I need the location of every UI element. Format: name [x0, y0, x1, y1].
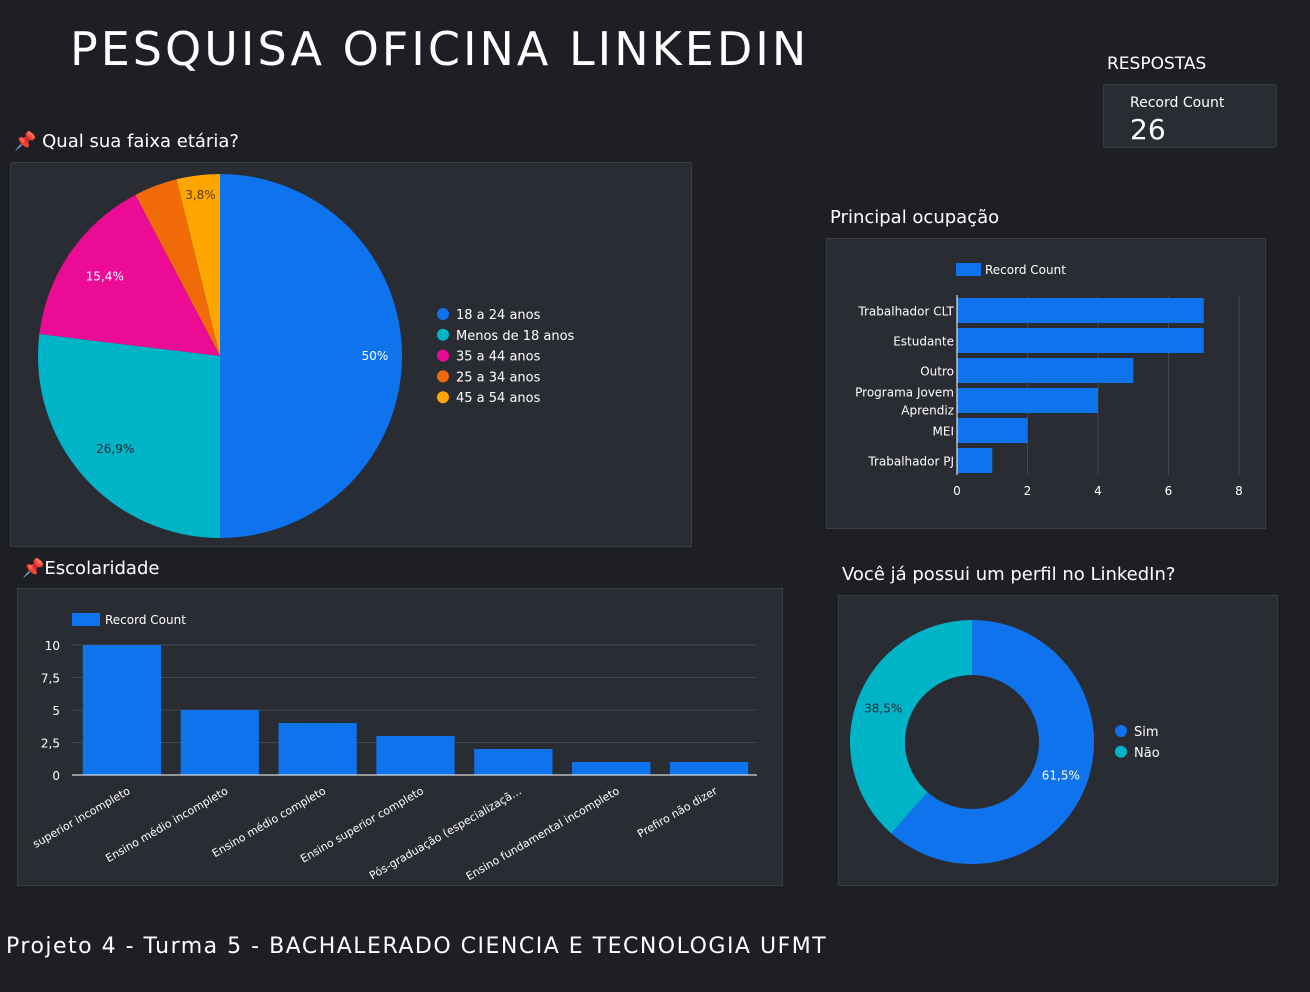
slice-label-35-a-44-anos: 15,4% — [86, 269, 124, 283]
bar-ensino-medio-incompleto — [180, 710, 259, 775]
bar-programa-jovem-aprendiz — [957, 388, 1098, 413]
x-tick-label: 8 — [1235, 484, 1243, 498]
bar-pos-graduacao-especializaca — [474, 749, 553, 775]
kpi-metric-label: Record Count — [1130, 95, 1225, 111]
y-tick-label: Aprendiz — [901, 404, 954, 418]
y-tick-label: Estudante — [893, 335, 954, 349]
y-tick-label: 7,5 — [41, 672, 60, 686]
legend-label-sim: Sim — [1134, 725, 1159, 740]
x-tick-label: 6 — [1165, 484, 1173, 498]
y-tick-label: 10 — [45, 639, 60, 653]
legend-dot-45-a-54-anos — [437, 391, 449, 404]
y-tick-label: Outro — [920, 365, 954, 379]
legend-label-35-a-44-anos: 35 a 44 anos — [456, 350, 541, 365]
y-tick-label: 2,5 — [41, 737, 60, 751]
bar-ensino-fundamental-incompleto — [572, 762, 651, 775]
legend-label-menos-de-18-anos: Menos de 18 anos — [456, 329, 575, 344]
legend-label: Record Count — [985, 263, 1066, 277]
age-pie-chart: 50% 18 a 24 anos 26,9% Menos de 18 anos 15,4… — [37, 174, 575, 538]
x-tick-label: Pós-graduação (especializaçã… — [367, 784, 524, 882]
pie-slice-25-a-34-anos — [135, 179, 220, 356]
occupation-bar-chart: Record Count 0 2 4 6 8 Trabalhador CLT Estudant… — [855, 263, 1243, 498]
slice-label-menos-de-18-anos: 26,9% — [96, 442, 134, 456]
bar-trabalhador-pj — [957, 448, 993, 473]
pie-slice-menos-de-18-anos — [37, 334, 220, 538]
bar-estudante — [957, 328, 1204, 353]
occupation-chart-title: Principal ocupação — [830, 207, 1000, 228]
education-bar-chart: Record Count 0 2,5 5 7,5 10 superior incomplet… — [31, 613, 757, 883]
legend-label-25-a-34-anos: 25 a 34 anos — [456, 370, 541, 385]
legend-dot-18-a-24-anos — [437, 308, 449, 320]
x-tick-label: 2 — [1024, 484, 1032, 498]
kpi-section-label: RESPOSTAS — [1107, 54, 1207, 74]
legend-dot-menos-de-18-anos — [437, 328, 449, 341]
y-tick-label: 0 — [52, 769, 60, 783]
bar-ensino-superior-completo — [376, 736, 455, 775]
linkedin-chart-panel: 61,5% Sim 38,5% Não — [838, 595, 1278, 886]
bar-prefiro-nao-dizer — [669, 762, 749, 775]
legend-label: Record Count — [105, 613, 186, 627]
legend-dot-35-a-44-anos — [437, 349, 449, 362]
y-tick-label: MEI — [933, 425, 954, 439]
bar-superior-incompleto — [82, 645, 162, 775]
footer-text: Projeto 4 - Turma 5 - BACHALERADO CIENCI… — [6, 934, 828, 959]
bar-ensino-medio-completo — [278, 723, 357, 775]
education-chart-title: 📌Escolaridade — [22, 558, 160, 579]
kpi-scorecard: Record Count 26 — [1103, 84, 1277, 148]
education-chart-panel: Record Count 0 2,5 5 7,5 10 superior incomplet… — [17, 588, 783, 886]
x-tick-label: 0 — [953, 484, 961, 498]
occupation-chart-panel: Record Count 0 2 4 6 8 Trabalhador CLT Estudant… — [826, 238, 1266, 529]
age-chart-title: 📌 Qual sua faixa etária? — [14, 131, 239, 152]
bar-outro — [957, 358, 1134, 383]
legend-label-18-a-24-anos: 18 a 24 anos — [456, 308, 541, 323]
slice-label-nao: 38,5% — [864, 701, 902, 715]
legend-label-nao: Não — [1134, 746, 1160, 761]
x-tick-label: Prefiro não dizer — [635, 784, 720, 840]
pie-slice-45-a-54-anos — [176, 174, 220, 356]
legend-swatch — [72, 613, 100, 626]
page-title: PESQUISA OFICINA LINKEDIN — [70, 22, 810, 76]
linkedin-donut-chart: 61,5% Sim 38,5% Não — [850, 620, 1160, 864]
pie-slice-35-a-44-anos — [39, 194, 221, 356]
legend-swatch — [956, 263, 981, 276]
legend-label-45-a-54-anos: 45 a 54 anos — [456, 391, 541, 406]
y-tick-label: Programa Jovem — [855, 386, 954, 400]
linkedin-chart-title: Você já possui um perfil no LinkedIn? — [842, 564, 1176, 585]
age-chart-panel: 50% 18 a 24 anos 26,9% Menos de 18 anos 15,4… — [10, 162, 692, 547]
legend-dot-25-a-34-anos — [437, 370, 449, 383]
y-tick-label: Trabalhador CLT — [857, 305, 954, 319]
bar-trabalhador-clt — [957, 298, 1204, 323]
legend-dot-nao — [1115, 745, 1127, 758]
pie-slice-sim — [891, 620, 1094, 864]
x-tick-label: 4 — [1094, 484, 1102, 498]
x-tick-label: Ensino fundamental incompleto — [464, 784, 622, 883]
slice-label-sim: 61,5% — [1042, 769, 1080, 783]
slice-label-45-a-54-anos: 3,8% — [185, 188, 216, 202]
x-tick-label: superior incompleto — [31, 784, 133, 850]
pie-slice-nao — [850, 620, 972, 834]
bar-mei — [957, 418, 1028, 443]
kpi-value: 26 — [1130, 113, 1166, 146]
pie-slice-18-a-24-anos — [220, 174, 402, 538]
legend-dot-sim — [1115, 725, 1127, 737]
y-tick-label: 5 — [52, 704, 60, 718]
slice-label-18-a-24-anos: 50% — [362, 349, 389, 363]
y-tick-label: Trabalhador PJ — [867, 455, 954, 469]
